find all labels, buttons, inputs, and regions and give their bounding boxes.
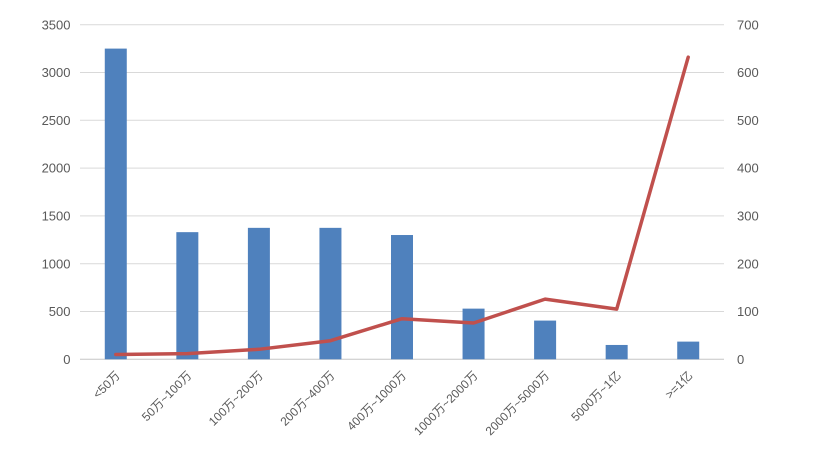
bar-1 xyxy=(176,232,199,360)
left-axis-tick-label: 1500 xyxy=(42,209,71,224)
bar-7 xyxy=(605,344,628,360)
right-axis-tick-label: 200 xyxy=(737,256,759,271)
bar-2 xyxy=(247,227,270,360)
trend-line xyxy=(114,55,690,357)
left-axis-tick-label: 1000 xyxy=(42,256,71,271)
left-axis-tick-label: 500 xyxy=(49,304,71,319)
right-axis-tick-label: 100 xyxy=(737,304,759,319)
left-axis-tick-label: 0 xyxy=(63,352,70,367)
right-axis-tick-label: 0 xyxy=(737,352,744,367)
right-axis-tick-label: 500 xyxy=(737,113,759,128)
bar-0 xyxy=(104,48,127,360)
bar-3 xyxy=(319,227,342,360)
left-axis-tick-label: 2500 xyxy=(42,113,71,128)
bar-4 xyxy=(391,235,413,360)
bar-5 xyxy=(462,308,485,360)
left-axis-tick-label: 2000 xyxy=(42,161,71,176)
right-axis-tick-label: 600 xyxy=(737,65,759,80)
right-axis-tick-label: 300 xyxy=(737,209,759,224)
right-axis-tick-label: 400 xyxy=(737,161,759,176)
left-axis-tick-label: 3500 xyxy=(42,17,71,32)
bar-8 xyxy=(677,341,700,360)
left-axis-tick-label: 3000 xyxy=(42,65,71,80)
right-axis-tick-label: 700 xyxy=(737,17,759,32)
bar-6 xyxy=(534,320,557,360)
